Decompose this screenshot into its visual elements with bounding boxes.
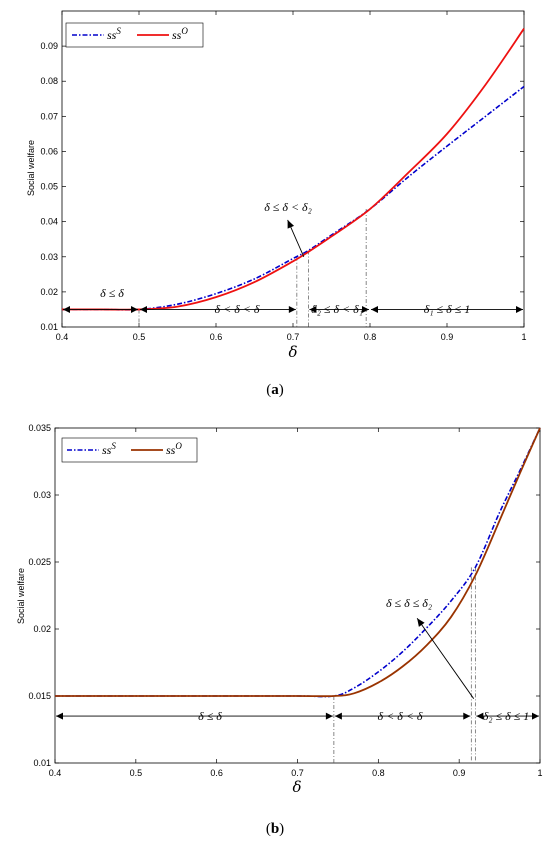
x-axis-label-b: δ xyxy=(292,778,301,796)
callout-arrow-head xyxy=(417,618,425,627)
x-tick-label: 1 xyxy=(537,768,542,778)
annotation-callout-a: δ ≤ δ < δ₂ xyxy=(264,200,312,214)
annotation-region-1-a: δ ≤ δ xyxy=(100,286,124,300)
x-tick-label: 0.4 xyxy=(56,332,69,342)
annotation-region-2-a: δ < δ < δ xyxy=(215,302,260,316)
caption-b: (b) xyxy=(266,821,284,837)
x-tick-label: 0.8 xyxy=(372,768,385,778)
series-line-ss-s xyxy=(62,85,525,311)
range-arrow-head-right xyxy=(463,712,471,720)
x-tick-label: 1 xyxy=(521,332,526,342)
legend-a: ssS ssO xyxy=(65,22,204,48)
x-tick-label: 0.4 xyxy=(49,768,62,778)
legend-label-ss-o-a: ssO xyxy=(172,26,188,42)
x-tick-label: 0.5 xyxy=(133,332,146,342)
annotation-region-2-b: δ < δ < δ xyxy=(378,709,423,723)
plot-frame-a xyxy=(61,10,525,328)
y-tick-label: 0.05 xyxy=(40,182,58,192)
chart-panel-a: 0.4 0.5 0.6 0.7 0.8 0.9 1 0.01 0.02 0.03 0.04 0.05… xyxy=(26,10,527,398)
y-tick-label: 0.03 xyxy=(33,490,51,500)
y-tick-label: 0.08 xyxy=(40,76,58,86)
annotation-region-1-b: δ ≤ δ xyxy=(198,709,222,723)
callout-arrow-head xyxy=(287,219,295,229)
y-axis-label-a: Social welfare xyxy=(26,140,36,196)
range-arrow-head-left xyxy=(371,305,378,313)
y-tick-label: 0.035 xyxy=(28,423,51,433)
y-tick-label: 0.09 xyxy=(40,41,58,51)
x-tick-label: 0.6 xyxy=(210,768,223,778)
annotation-region-4-a: δ₁ ≤ δ ≤ 1 xyxy=(424,302,471,316)
y-tick-label: 0.03 xyxy=(40,252,58,262)
caption-a: (a) xyxy=(266,382,284,398)
y-tick-label: 0.01 xyxy=(40,322,58,332)
annotation-region-3-b: δ₂ ≤ δ ≤ 1 xyxy=(483,709,530,723)
range-arrow-head-right xyxy=(131,305,138,313)
range-arrow-head-right xyxy=(516,305,523,313)
annotation-callout-b: δ ≤ δ ≤ δ₂ xyxy=(386,596,432,610)
y-tick-label: 0.02 xyxy=(33,624,51,634)
y-tick-label: 0.06 xyxy=(40,146,58,156)
y-tick-label: 0.025 xyxy=(28,557,51,567)
x-tick-label: 0.7 xyxy=(287,332,300,342)
x-tick-label: 0.6 xyxy=(210,332,223,342)
chart-panel-b: 0.4 0.5 0.6 0.7 0.8 0.9 1 0.01 0.015 0.02 0.025 0.… xyxy=(16,423,543,837)
x-axis-label-a: δ xyxy=(288,343,297,361)
x-tick-label: 0.9 xyxy=(453,768,466,778)
range-arrow-head-left xyxy=(334,712,342,720)
annotation-region-3-a: δ₂ ≤ δ < δ₁ xyxy=(311,302,363,316)
range-arrow-head-right xyxy=(532,712,539,720)
plot-frame-b xyxy=(54,427,541,764)
range-arrow-head-left xyxy=(140,305,147,313)
range-arrow-head-right xyxy=(288,305,296,313)
y-tick-label: 0.04 xyxy=(40,217,58,227)
range-arrow-head-right xyxy=(362,305,369,313)
legend-label-ss-s-b: ssS xyxy=(102,441,116,457)
y-tick-label: 0.015 xyxy=(28,691,51,701)
y-axis-label-b: Social welfare xyxy=(16,568,26,624)
legend-box-a xyxy=(65,22,204,48)
y-tick-label: 0.02 xyxy=(40,287,58,297)
range-arrow-head-left xyxy=(63,305,70,313)
series-line-ss-o xyxy=(55,427,541,698)
x-tick-label: 0.8 xyxy=(364,332,377,342)
legend-label-ss-s-a: ssS xyxy=(107,26,121,42)
range-arrow-head-right xyxy=(325,712,333,720)
y-tick-label: 0.07 xyxy=(40,111,58,121)
range-arrow-head-left xyxy=(56,712,63,720)
range-arrow-head-left xyxy=(309,305,317,313)
y-tick-label: 0.01 xyxy=(33,758,51,768)
range-arrow-head-left xyxy=(476,712,484,720)
legend-label-ss-o-b: ssO xyxy=(166,441,182,457)
x-tick-label: 0.7 xyxy=(291,768,304,778)
x-tick-label: 0.9 xyxy=(441,332,454,342)
legend-b: ssS ssO xyxy=(61,437,198,463)
callout-arrow-shaft xyxy=(416,618,475,699)
x-tick-label: 0.5 xyxy=(130,768,143,778)
